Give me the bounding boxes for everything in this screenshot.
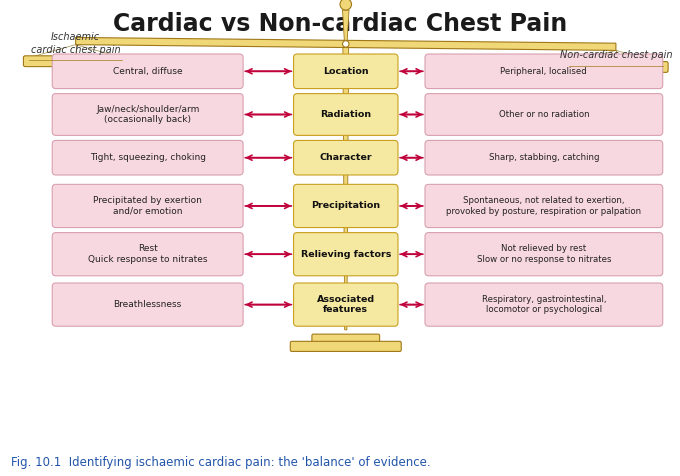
FancyBboxPatch shape bbox=[52, 233, 243, 276]
FancyBboxPatch shape bbox=[52, 283, 243, 326]
FancyBboxPatch shape bbox=[312, 334, 379, 344]
FancyBboxPatch shape bbox=[425, 283, 663, 326]
FancyBboxPatch shape bbox=[52, 54, 243, 89]
Polygon shape bbox=[343, 10, 349, 40]
FancyBboxPatch shape bbox=[294, 184, 398, 228]
FancyBboxPatch shape bbox=[294, 54, 398, 89]
Text: Rest
Quick response to nitrates: Rest Quick response to nitrates bbox=[88, 244, 207, 264]
FancyBboxPatch shape bbox=[425, 94, 663, 135]
Text: Non-cardiac chest pain: Non-cardiac chest pain bbox=[560, 50, 672, 60]
FancyBboxPatch shape bbox=[52, 94, 243, 135]
FancyBboxPatch shape bbox=[23, 56, 128, 67]
FancyBboxPatch shape bbox=[564, 61, 668, 72]
FancyBboxPatch shape bbox=[52, 184, 243, 228]
FancyBboxPatch shape bbox=[294, 233, 398, 276]
Text: Sharp, stabbing, catching: Sharp, stabbing, catching bbox=[489, 153, 599, 162]
FancyBboxPatch shape bbox=[425, 140, 663, 175]
Text: Spontaneous, not related to exertion,
provoked by posture, respiration or palpat: Spontaneous, not related to exertion, pr… bbox=[446, 196, 641, 216]
Text: Not relieved by rest
Slow or no response to nitrates: Not relieved by rest Slow or no response… bbox=[477, 244, 611, 264]
Text: Character: Character bbox=[320, 153, 372, 162]
Text: Central, diffuse: Central, diffuse bbox=[113, 67, 182, 76]
Text: Respiratory, gastrointestinal,
locomotor or psychological: Respiratory, gastrointestinal, locomotor… bbox=[481, 295, 606, 315]
FancyBboxPatch shape bbox=[294, 283, 398, 326]
FancyBboxPatch shape bbox=[52, 140, 243, 175]
Text: Jaw/neck/shoulder/arm
(occasionally back): Jaw/neck/shoulder/arm (occasionally back… bbox=[96, 105, 199, 124]
Circle shape bbox=[343, 40, 349, 47]
FancyBboxPatch shape bbox=[294, 140, 398, 175]
Text: Relieving factors: Relieving factors bbox=[301, 250, 391, 258]
Text: Breathlessness: Breathlessness bbox=[114, 300, 182, 309]
Text: Tight, squeezing, choking: Tight, squeezing, choking bbox=[90, 153, 205, 162]
Text: Cardiac vs Non-cardiac Chest Pain: Cardiac vs Non-cardiac Chest Pain bbox=[113, 11, 567, 36]
Circle shape bbox=[340, 0, 352, 10]
Text: Fig. 10.1  Identifying ischaemic cardiac pain: the 'balance' of evidence.: Fig. 10.1 Identifying ischaemic cardiac … bbox=[11, 456, 430, 469]
FancyBboxPatch shape bbox=[425, 184, 663, 228]
Text: Precipitated by exertion
and/or emotion: Precipitated by exertion and/or emotion bbox=[93, 196, 202, 216]
Text: Other or no radiation: Other or no radiation bbox=[498, 110, 589, 119]
Text: Precipitation: Precipitation bbox=[311, 201, 380, 210]
Polygon shape bbox=[343, 48, 349, 330]
Text: Ischaemic
cardiac chest pain: Ischaemic cardiac chest pain bbox=[31, 32, 120, 55]
FancyBboxPatch shape bbox=[294, 94, 398, 135]
Text: Location: Location bbox=[323, 67, 369, 76]
Text: Radiation: Radiation bbox=[320, 110, 371, 119]
Polygon shape bbox=[75, 38, 616, 50]
FancyBboxPatch shape bbox=[290, 341, 401, 351]
Text: Peripheral, localised: Peripheral, localised bbox=[500, 67, 588, 76]
FancyBboxPatch shape bbox=[425, 54, 663, 89]
Text: Associated
features: Associated features bbox=[317, 295, 375, 315]
FancyBboxPatch shape bbox=[425, 233, 663, 276]
